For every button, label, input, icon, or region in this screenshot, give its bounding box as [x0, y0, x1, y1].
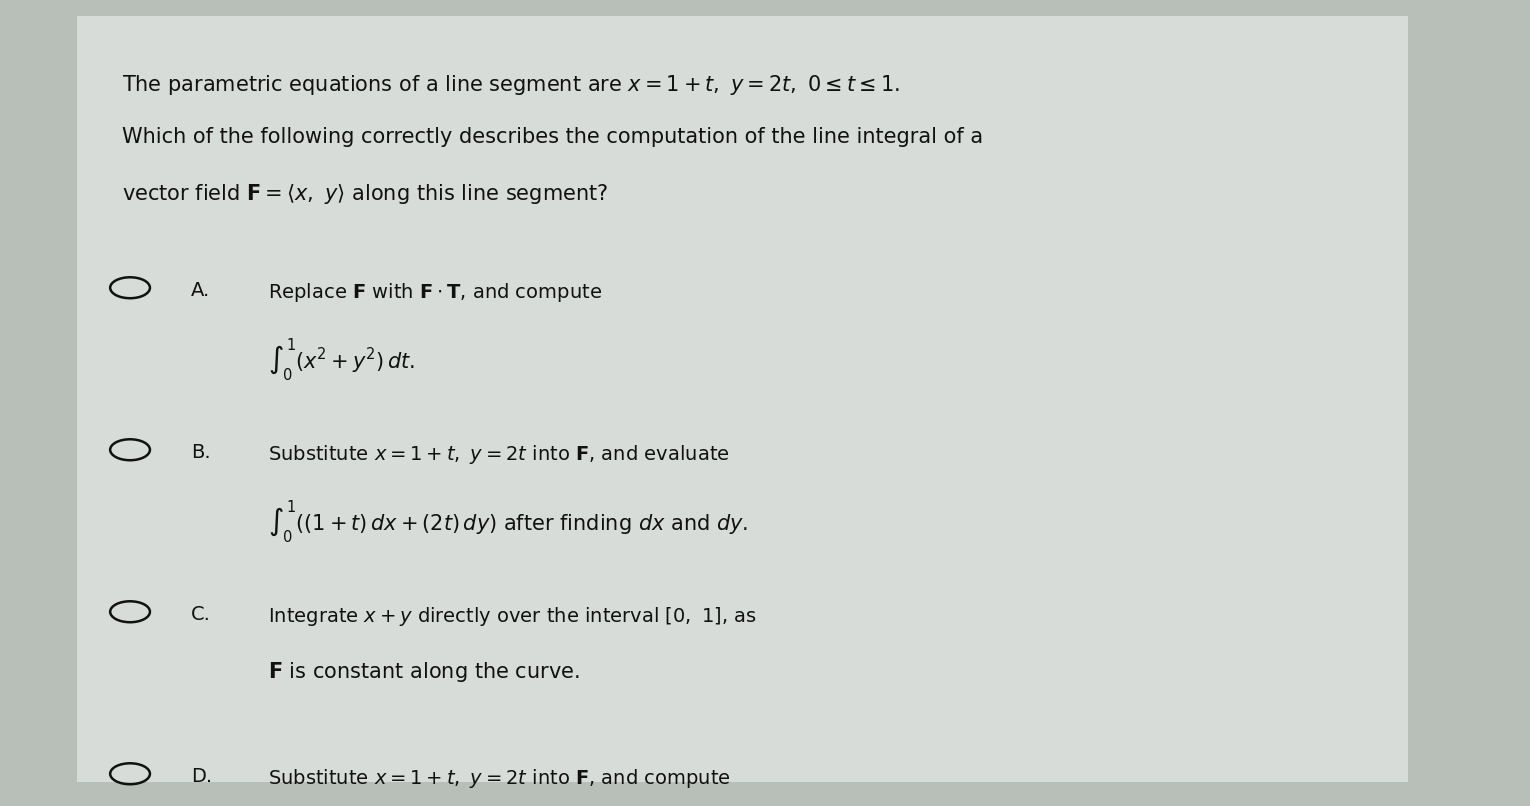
Text: $\mathbf{F}$ is constant along the curve.: $\mathbf{F}$ is constant along the curve…: [268, 660, 580, 684]
Text: $\int_0^1 (x^2 + y^2)\,dt.$: $\int_0^1 (x^2 + y^2)\,dt.$: [268, 336, 415, 383]
Text: vector field $\mathbf{F} = \langle x,\ y \rangle$ along this line segment?: vector field $\mathbf{F} = \langle x,\ y…: [122, 182, 609, 206]
Text: A.: A.: [191, 281, 211, 301]
Text: Integrate $x + y$ directly over the interval $[0,\ 1]$, as: Integrate $x + y$ directly over the inte…: [268, 605, 757, 629]
Text: C.: C.: [191, 605, 211, 625]
Text: B.: B.: [191, 443, 211, 463]
Text: $\int_0^1 ((1+t)\,dx + (2t)\,dy)$ after finding $dx$ and $dy$.: $\int_0^1 ((1+t)\,dx + (2t)\,dy)$ after …: [268, 498, 748, 545]
Text: Substitute $x = 1+t,\ y = 2t$ into $\mathbf{F}$, and compute: Substitute $x = 1+t,\ y = 2t$ into $\mat…: [268, 767, 731, 791]
Text: Replace $\mathbf{F}$ with $\mathbf{F} \cdot \mathbf{T}$, and compute: Replace $\mathbf{F}$ with $\mathbf{F} \c…: [268, 281, 601, 305]
Text: D.: D.: [191, 767, 213, 787]
FancyBboxPatch shape: [76, 16, 1408, 782]
Text: Substitute $x = 1+t,\ y = 2t$ into $\mathbf{F}$, and evaluate: Substitute $x = 1+t,\ y = 2t$ into $\mat…: [268, 443, 730, 467]
Text: Which of the following correctly describes the computation of the line integral : Which of the following correctly describ…: [122, 127, 984, 147]
Text: The parametric equations of a line segment are $x = 1+t,\ y = 2t,\ 0 \leq t \leq: The parametric equations of a line segme…: [122, 73, 900, 97]
